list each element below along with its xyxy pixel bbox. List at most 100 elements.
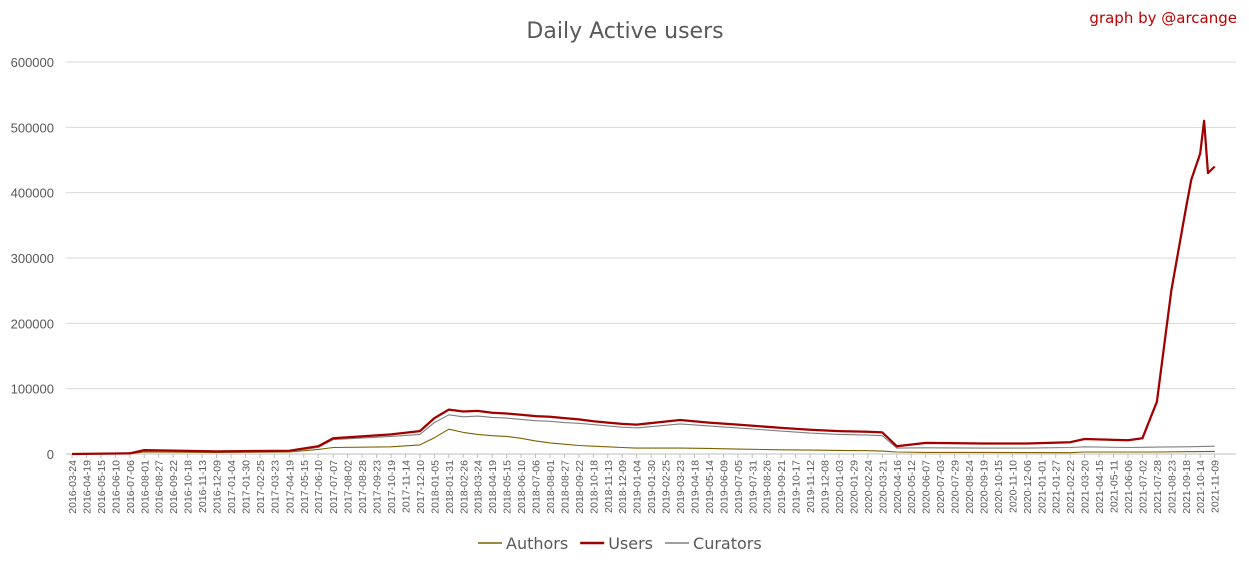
x-tick-label: 2019-01-04 [632,460,644,514]
y-tick-label: 400000 [11,186,54,201]
x-tick-label: 2021-11-09 [1210,460,1222,513]
x-tick-label: 2020-12-06 [1022,460,1034,514]
series-lines [71,119,1216,456]
x-tick-label: 2019-02-25 [661,460,673,514]
legend-label-users: Users [608,534,653,553]
x-tick-label: 2018-01-31 [444,460,456,514]
x-tick-label: 2017-06-10 [313,460,325,514]
x-tick-label: 2018-12-09 [617,460,629,514]
x-tick-label: 2018-08-01 [545,460,557,514]
x-tick-label: 2016-11-13 [197,460,209,513]
x-tick-label: 2019-03-23 [675,460,687,514]
x-tick-label: 2017-02-25 [255,460,267,514]
x-tick-label: 2016-04-19 [81,460,93,514]
x-tick-label: 2016-10-18 [183,460,195,514]
x-tick-label: 2021-08-23 [1166,460,1178,514]
y-axis-ticks: 0 100000 200000 300000 400000 500000 600000 [11,55,54,462]
series-line-curators [71,414,1215,455]
series-line-authors [71,428,1215,455]
x-tick-label: 2020-05-12 [906,460,918,514]
x-tick-label: 2021-06-06 [1123,460,1135,514]
x-tick-label: 2017-01-04 [226,460,238,514]
legend-label-authors: Authors [506,534,568,553]
x-tick-label: 2021-07-28 [1152,460,1164,514]
x-tick-label: 2020-07-29 [950,460,962,514]
x-tick-label: 2020-10-15 [993,460,1005,514]
x-tick-label: 2021-07-02 [1137,460,1149,514]
x-tick-label: 2017-04-19 [284,460,296,514]
x-tick-label: 2018-04-19 [487,460,499,514]
x-tick-label: 2019-04-18 [689,460,701,514]
x-tick-label: 2018-03-24 [473,460,485,514]
x-tick-label: 2016-09-22 [168,460,180,514]
x-tick-label: 2021-01-01 [1036,460,1048,514]
x-tick-label: 2021-09-18 [1181,460,1193,514]
x-tick-label: 2019-07-05 [733,460,745,514]
x-tick-label: 2020-08-24 [964,460,976,514]
y-tick-label: 600000 [11,55,54,70]
x-tick-label: 2020-02-24 [863,460,875,514]
x-tick-label: 2016-08-01 [139,460,151,514]
x-tick-label: 2021-01-27 [1051,460,1063,514]
x-axis-ticks: 2016-03-24 2016-04-19 2016-05-15 2016-06-10… [67,454,1222,514]
x-tick-label: 2016-05-15 [96,460,108,514]
x-tick-label: 2017-05-15 [299,460,311,514]
series-line-users [71,119,1216,456]
x-tick-label: 2017-08-28 [357,460,369,514]
x-tick-label: 2019-12-08 [820,460,832,514]
x-tick-label: 2017-12-10 [415,460,427,514]
x-tick-label: 2017-07-07 [328,460,340,514]
y-tick-label: 200000 [11,316,54,331]
x-tick-label: 2016-06-10 [110,460,122,514]
x-tick-label: 2018-11-13 [603,460,615,513]
x-tick-label: 2017-08-02 [343,460,355,514]
x-tick-label: 2017-09-23 [372,460,384,514]
x-tick-label: 2019-01-30 [646,460,658,514]
x-tick-label: 2019-08-26 [762,460,774,514]
x-tick-label: 2019-05-14 [704,460,716,514]
legend-label-curators: Curators [693,534,762,553]
y-tick-label: 500000 [11,120,54,135]
x-tick-label: 2019-10-17 [791,460,803,514]
x-tick-label: 2018-10-18 [588,460,600,514]
y-tick-label: 300000 [11,251,54,266]
x-tick-label: 2020-04-16 [892,460,904,514]
chart-title: Daily Active users [526,19,723,44]
x-tick-label: 2018-05-15 [502,460,514,514]
x-tick-label: 2017-01-30 [240,460,252,514]
y-tick-label: 100000 [11,382,54,397]
x-tick-label: 2021-04-15 [1094,460,1106,514]
x-tick-label: 2020-06-07 [921,460,933,514]
x-tick-label: 2020-03-21 [877,460,889,514]
y-tick-label: 0 [47,447,54,462]
x-tick-label: 2020-07-03 [935,460,947,514]
x-tick-label: 2018-01-05 [429,460,441,514]
x-tick-label: 2016-08-27 [154,460,166,514]
x-tick-label: 2018-08-27 [559,460,571,514]
legend: Authors Users Curators [478,534,762,553]
gridlines [66,61,1236,455]
x-tick-label: 2018-02-26 [458,460,470,514]
x-tick-label: 2018-07-06 [531,460,543,514]
x-tick-label: 2017-10-19 [386,460,398,514]
x-tick-label: 2021-10-14 [1195,460,1207,514]
x-tick-label: 2021-03-20 [1080,460,1092,514]
x-tick-label: 2019-09-21 [776,460,788,514]
chart-credit: graph by @arcange [1089,9,1237,27]
x-tick-label: 2016-03-24 [67,460,79,514]
x-tick-label: 2016-12-09 [212,460,224,514]
x-tick-label: 2017-03-23 [269,460,281,514]
x-tick-label: 2020-01-03 [834,460,846,514]
x-tick-label: 2018-09-22 [574,460,586,514]
x-tick-label: 2019-07-31 [747,460,759,514]
x-tick-label: 2016-07-06 [125,460,137,514]
x-tick-label: 2019-06-09 [718,460,730,514]
x-tick-label: 2018-06-10 [516,460,528,514]
x-tick-label: 2019-11-12 [805,460,817,513]
x-tick-label: 2020-11-10 [1007,460,1019,513]
x-tick-label: 2017-11-14 [400,460,412,513]
x-tick-label: 2020-09-19 [978,460,990,514]
x-tick-label: 2021-05-11 [1109,460,1121,513]
